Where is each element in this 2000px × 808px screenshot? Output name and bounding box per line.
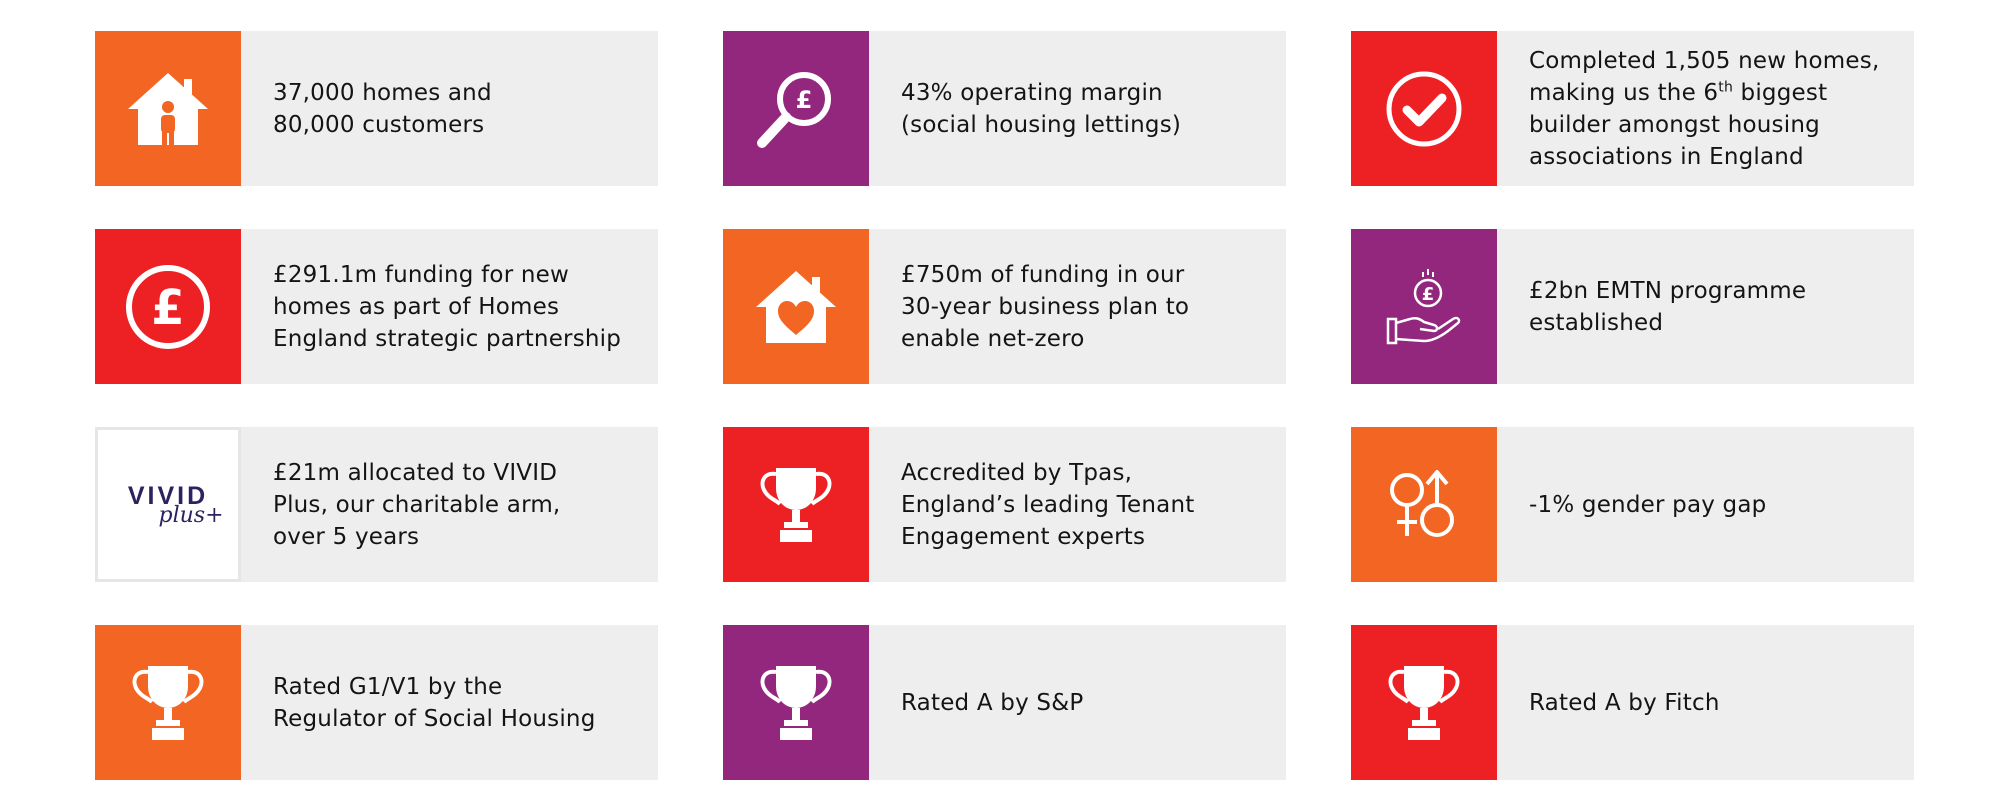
fact-line: 37,000 homes and (273, 79, 492, 106)
fact-text-segment: biggest (1733, 79, 1828, 106)
icon-tile (1351, 427, 1497, 582)
fact-text: Rated A by Fitch (1497, 625, 1914, 780)
fact-card-sp-rating: Rated A by S&P (723, 625, 1286, 780)
fact-line: Regulator of Social Housing (273, 705, 596, 732)
icon-tile (95, 625, 241, 780)
fact-line: Completed 1,505 new homes, (1529, 47, 1880, 74)
house-person-icon (128, 72, 208, 145)
logo-wordmark: VIVID (127, 481, 209, 510)
fact-card-regulator-rating: Rated G1/V1 by the Regulator of Social H… (95, 625, 658, 780)
icon-tile (95, 31, 241, 186)
fact-line: (social housing lettings) (901, 111, 1182, 138)
svg-text:£: £ (151, 280, 184, 336)
fact-line: Engagement experts (901, 523, 1146, 550)
house-heart-icon (756, 270, 836, 343)
fact-line: England’s leading Tenant (901, 491, 1195, 518)
icon-tile: £ (1351, 229, 1497, 384)
icon-tile: VIVID plus+ (95, 427, 241, 582)
fact-line: £2bn EMTN programme (1529, 277, 1807, 304)
vivid-plus-logo: VIVID plus+ (112, 481, 224, 528)
fact-text: Completed 1,505 new homes, making us the… (1497, 31, 1914, 186)
fact-card-fitch-rating: Rated A by Fitch (1351, 625, 1914, 780)
fact-text: 43% operating margin (social housing let… (869, 31, 1286, 186)
trophy-icon (1388, 665, 1460, 740)
fact-line: making us the 6th biggest (1529, 77, 1879, 109)
fact-line: -1% gender pay gap (1529, 491, 1767, 518)
fact-line: £750m of funding in our (901, 261, 1185, 288)
fact-card-homes-customers: 37,000 homes and 80,000 customers (95, 31, 658, 186)
fact-line: Rated A by S&P (901, 689, 1084, 716)
fact-card-new-homes: Completed 1,505 new homes, making us the… (1351, 31, 1914, 186)
fact-text: Accredited by Tpas, England’s leading Te… (869, 427, 1286, 582)
fact-line: enable net-zero (901, 325, 1085, 352)
fact-line: £291.1m funding for new (273, 261, 569, 288)
fact-line: 80,000 customers (273, 111, 485, 138)
trophy-icon (760, 665, 832, 740)
hand-coin-icon: £ (1386, 268, 1461, 344)
fact-line: England strategic partnership (273, 325, 622, 352)
trophy-icon (132, 665, 204, 740)
fact-line: Plus, our charitable arm, (273, 491, 561, 518)
svg-text:£: £ (796, 86, 813, 114)
fact-line: established (1529, 309, 1664, 336)
fact-line: 43% operating margin (901, 79, 1163, 106)
icon-tile: £ (95, 229, 241, 384)
trophy-icon (760, 467, 832, 542)
svg-text:£: £ (1422, 284, 1435, 305)
pound-circle-icon: £ (126, 264, 210, 349)
fact-text: £291.1m funding for new homes as part of… (241, 229, 658, 384)
fact-line: Rated G1/V1 by the (273, 673, 503, 700)
fact-card-tpas-accreditation: Accredited by Tpas, England’s leading Te… (723, 427, 1286, 582)
fact-line: 30-year business plan to (901, 293, 1190, 320)
fact-line: homes as part of Homes (273, 293, 560, 320)
fact-card-vivid-plus: VIVID plus+ £21m allocated to VIVID Plus… (95, 427, 658, 582)
logo-subtitle: plus+ (158, 502, 224, 528)
gender-symbols-icon (1390, 469, 1454, 537)
icon-tile (1351, 625, 1497, 780)
checkmark-circle-icon (1386, 71, 1462, 146)
fact-card-operating-margin: £ 43% operating margin (social housing l… (723, 31, 1286, 186)
fact-card-emtn-programme: £ £2bn EMTN programme established (1351, 229, 1914, 384)
fact-text: £750m of funding in our 30-year business… (869, 229, 1286, 384)
fact-text: £21m allocated to VIVID Plus, our charit… (241, 427, 658, 582)
icon-tile: £ (723, 31, 869, 186)
icon-tile (723, 427, 869, 582)
fact-line: £21m allocated to VIVID (273, 459, 558, 486)
superscript: th (1718, 78, 1734, 95)
fact-text: 37,000 homes and 80,000 customers (241, 31, 658, 186)
fact-text: Rated G1/V1 by the Regulator of Social H… (241, 625, 658, 780)
icon-tile (1351, 31, 1497, 186)
fact-text: -1% gender pay gap (1497, 427, 1914, 582)
fact-card-funding-homes-england: £ £291.1m funding for new homes as part … (95, 229, 658, 384)
fact-card-gender-pay-gap: -1% gender pay gap (1351, 427, 1914, 582)
fact-line: builder amongst housing (1529, 111, 1820, 138)
fact-line: Accredited by Tpas, (901, 459, 1133, 486)
fact-line: over 5 years (273, 523, 420, 550)
icon-tile (723, 229, 869, 384)
magnifier-pound-icon: £ (757, 71, 831, 148)
icon-tile (723, 625, 869, 780)
fact-text: £2bn EMTN programme established (1497, 229, 1914, 384)
fact-line: Rated A by Fitch (1529, 689, 1720, 716)
fact-line: associations in England (1529, 143, 1804, 170)
fact-text: Rated A by S&P (869, 625, 1286, 780)
fact-text-segment: making us the 6 (1529, 79, 1719, 106)
fact-card-net-zero-funding: £750m of funding in our 30-year business… (723, 229, 1286, 384)
